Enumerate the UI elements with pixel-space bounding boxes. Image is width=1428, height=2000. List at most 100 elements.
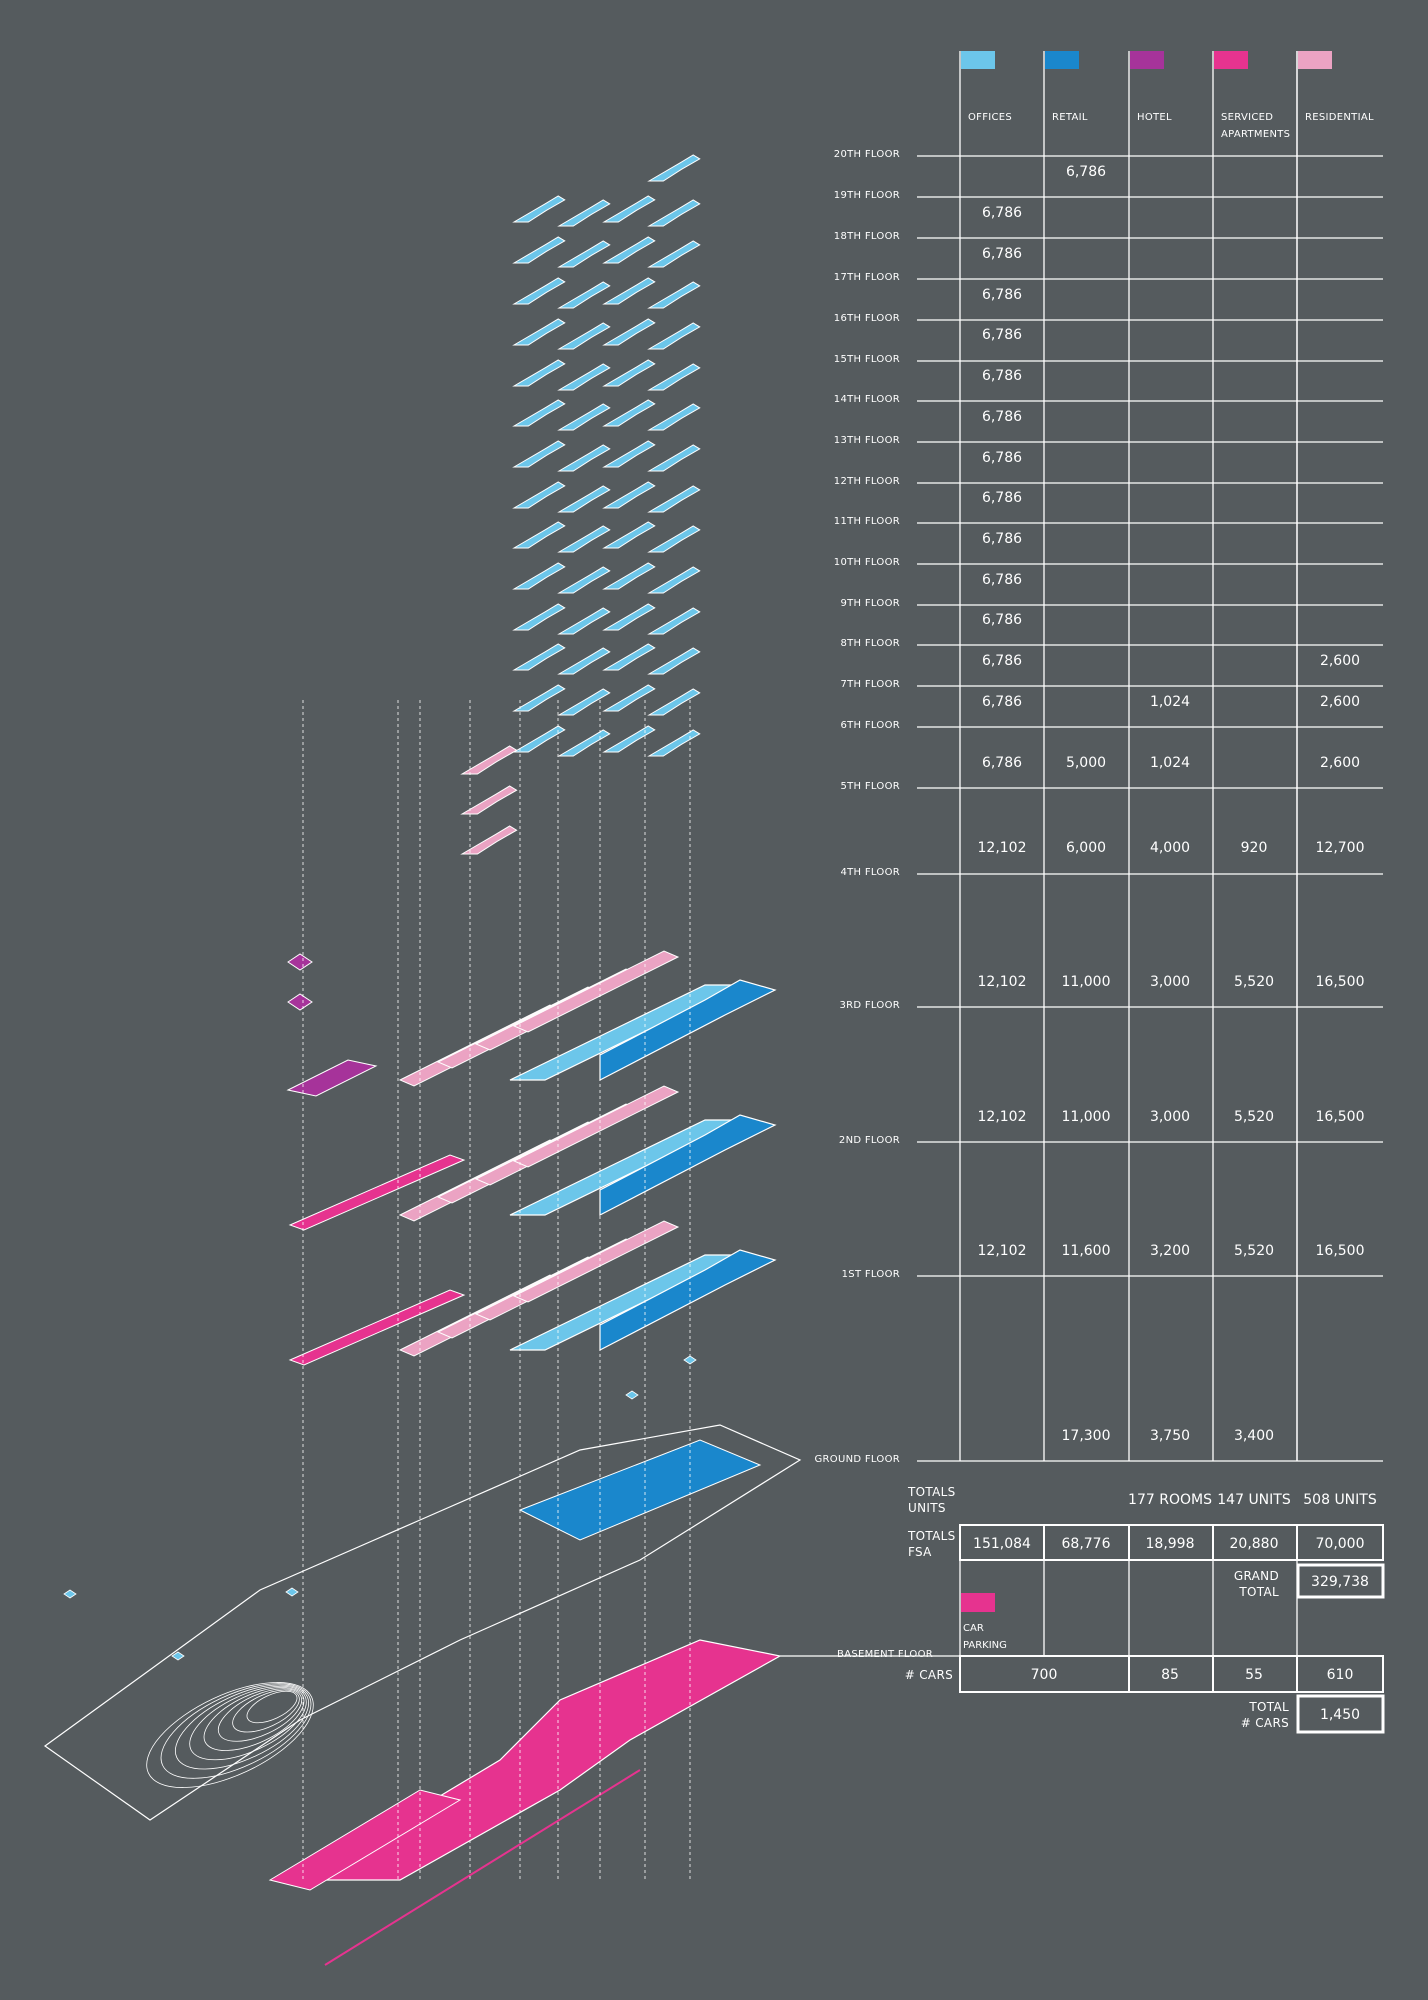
- offices-swatch: [961, 51, 995, 69]
- floor-value: 6,786: [982, 450, 1022, 466]
- floor-label: 16TH FLOOR: [834, 313, 900, 324]
- office-floor-plate: [557, 566, 611, 594]
- residential-swatch: [1298, 51, 1332, 69]
- floor-value: 2,600: [1320, 694, 1360, 710]
- office-floor-plate: [647, 444, 701, 472]
- hotel-header: HOTEL: [1137, 112, 1172, 123]
- marker-diamond: [625, 1390, 639, 1400]
- grand-total-box: [1296, 1563, 1385, 1599]
- floor-value: 2,600: [1320, 755, 1360, 771]
- floor-value: 11,000: [1062, 1109, 1111, 1125]
- floor-label: 14TH FLOOR: [834, 394, 900, 405]
- retail-swatch: [1045, 51, 1079, 69]
- cars-value: 610: [1327, 1667, 1354, 1683]
- office-floor-plate: [647, 525, 701, 553]
- totals-units-value: 508 UNITS: [1303, 1492, 1377, 1508]
- office-floor-plate: [647, 363, 701, 391]
- floor-value: 5,520: [1234, 974, 1274, 990]
- office-floor-plate: [602, 277, 656, 305]
- office-floor-plate: [647, 322, 701, 350]
- floor-label: 18TH FLOOR: [834, 231, 900, 242]
- marker-diamond: [285, 1587, 299, 1597]
- floor-value: 6,786: [982, 205, 1022, 221]
- retail-header: RETAIL: [1052, 112, 1088, 123]
- topography-contour: [146, 1682, 314, 1788]
- floor-value: 17,300: [1062, 1428, 1111, 1444]
- floor-value: 16,500: [1316, 974, 1365, 990]
- floor-value: 6,786: [982, 490, 1022, 506]
- floor-value: 920: [1241, 840, 1268, 856]
- floor-label: 6TH FLOOR: [840, 720, 900, 731]
- floor-label: 3RD FLOOR: [839, 1000, 900, 1011]
- floor-value: 6,786: [982, 694, 1022, 710]
- office-floor-plate: [602, 318, 656, 346]
- floor-label: 19TH FLOOR: [834, 190, 900, 201]
- serviced-swatch: [1214, 51, 1248, 69]
- floor-label: 11TH FLOOR: [834, 516, 900, 527]
- hotel-plate: [287, 953, 313, 971]
- office-floor-plate: [647, 403, 701, 431]
- car-park-ramp: [268, 1789, 462, 1891]
- floor-value: 6,786: [982, 572, 1022, 588]
- site-outline: [43, 1424, 802, 1821]
- floor-value: 4,000: [1150, 840, 1190, 856]
- office-floor-plate: [557, 363, 611, 391]
- office-floor-plate: [647, 647, 701, 675]
- residential-slab: [512, 1085, 680, 1168]
- office-floor-plate: [602, 684, 656, 712]
- floor-value: 12,102: [978, 1243, 1027, 1259]
- floor-value: 16,500: [1316, 1243, 1365, 1259]
- office-floor-plate: [512, 359, 566, 387]
- hotel-swatch: [1130, 51, 1164, 69]
- totals-fsa-value: 151,084: [973, 1536, 1031, 1552]
- office-floor-plate: [512, 195, 566, 223]
- marker-diamond: [171, 1651, 185, 1661]
- office-floor-plate: [557, 607, 611, 635]
- residential-floor-plate: [460, 825, 518, 855]
- floor-value: 12,102: [978, 840, 1027, 856]
- office-floor-plate: [602, 236, 656, 264]
- office-floor-plate: [557, 485, 611, 513]
- totals-units-label-line2: UNITS: [908, 1501, 946, 1515]
- office-floor-plate: [512, 399, 566, 427]
- car-parking-swatch: [961, 1593, 995, 1612]
- office-floor-plate: [647, 688, 701, 716]
- cars-box: [959, 1655, 1384, 1693]
- office-floor-plate: [647, 566, 701, 594]
- office-floor-plate: [557, 647, 611, 675]
- floor-label: 10TH FLOOR: [834, 557, 900, 568]
- grand-total-label: GRAND: [1234, 1569, 1279, 1583]
- floor-label: 15TH FLOOR: [834, 354, 900, 365]
- office-floor-plate: [512, 318, 566, 346]
- office-floor-plate: [602, 399, 656, 427]
- floor-label: 5TH FLOOR: [840, 781, 900, 792]
- totals-fsa-value: 20,880: [1230, 1536, 1279, 1552]
- floor-value: 2,600: [1320, 653, 1360, 669]
- floor-value: 1,024: [1150, 694, 1190, 710]
- office-floor-plate: [557, 199, 611, 227]
- floor-value: 6,786: [982, 368, 1022, 384]
- residential-floor-plate: [460, 785, 518, 815]
- floor-label: 12TH FLOOR: [834, 476, 900, 487]
- floor-value: 12,102: [978, 1109, 1027, 1125]
- floor-value: 6,786: [982, 755, 1022, 771]
- totals-fsa-value: 68,776: [1062, 1536, 1111, 1552]
- totals-units-label: TOTALS: [907, 1485, 956, 1499]
- cars-label: # CARS: [905, 1668, 953, 1682]
- floor-value: 6,786: [982, 612, 1022, 628]
- serviced-header: SERVICED: [1221, 112, 1273, 123]
- office-floor-plate: [602, 521, 656, 549]
- office-floor-plate: [557, 688, 611, 716]
- office-floor-plate: [512, 725, 566, 753]
- totals-fsa-value: 18,998: [1146, 1536, 1195, 1552]
- floor-value: 3,200: [1150, 1243, 1190, 1259]
- floor-value: 6,786: [1066, 164, 1106, 180]
- office-floor-plate: [602, 603, 656, 631]
- floor-label: 9TH FLOOR: [840, 598, 900, 609]
- floor-value: 6,786: [982, 327, 1022, 343]
- floor-value: 6,786: [982, 653, 1022, 669]
- car-parking-label: CAR: [963, 1623, 984, 1634]
- floor-value: 6,786: [982, 531, 1022, 547]
- cars-value: 700: [1031, 1667, 1058, 1683]
- cars-value: 85: [1161, 1667, 1179, 1683]
